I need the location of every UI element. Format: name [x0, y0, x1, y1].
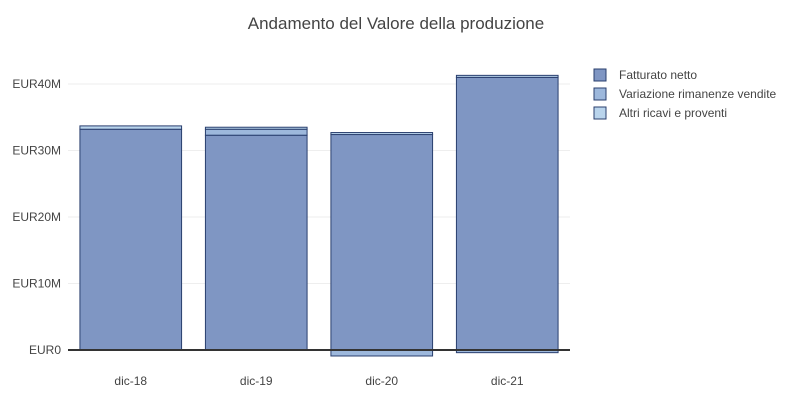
- legend-label[interactable]: Altri ricavi e proventi: [619, 106, 727, 120]
- legend-swatch[interactable]: [593, 106, 607, 120]
- y-tick-label: EUR20M: [12, 210, 61, 224]
- legend-label[interactable]: Variazione rimanenze vendite: [619, 87, 777, 101]
- x-tick-label: dic-20: [365, 374, 398, 388]
- legend-label[interactable]: Fatturato netto: [619, 68, 697, 82]
- chart-title: Andamento del Valore della produzione: [248, 14, 544, 33]
- y-tick-label: EUR40M: [12, 77, 61, 91]
- bar-segment[interactable]: [455, 74, 559, 78]
- y-tick-label: EUR0: [29, 343, 61, 357]
- bar-segment[interactable]: [204, 126, 308, 130]
- bar-segment[interactable]: [204, 128, 308, 136]
- legend-swatch[interactable]: [593, 68, 607, 82]
- legend[interactable]: Fatturato netto Variazione rimanenze vend…: [593, 68, 777, 120]
- bar-segment[interactable]: [204, 134, 308, 351]
- x-tick-label: dic-18: [114, 374, 147, 388]
- axes: EUR0 EUR10M EUR20M EUR30M EUR40M dic-18 dic-19…: [12, 77, 570, 388]
- y-tick-label: EUR30M: [12, 144, 61, 158]
- legend-swatch[interactable]: [593, 87, 607, 101]
- x-tick-label: dic-21: [491, 374, 524, 388]
- x-tick-label: dic-19: [240, 374, 273, 388]
- bar-segment[interactable]: [455, 76, 559, 351]
- bar-segment[interactable]: [330, 132, 434, 136]
- bar-segment[interactable]: [79, 125, 183, 130]
- bars: [79, 74, 559, 357]
- bar-segment[interactable]: [330, 134, 434, 351]
- bar-segment[interactable]: [79, 128, 183, 351]
- y-tick-label: EUR10M: [12, 277, 61, 291]
